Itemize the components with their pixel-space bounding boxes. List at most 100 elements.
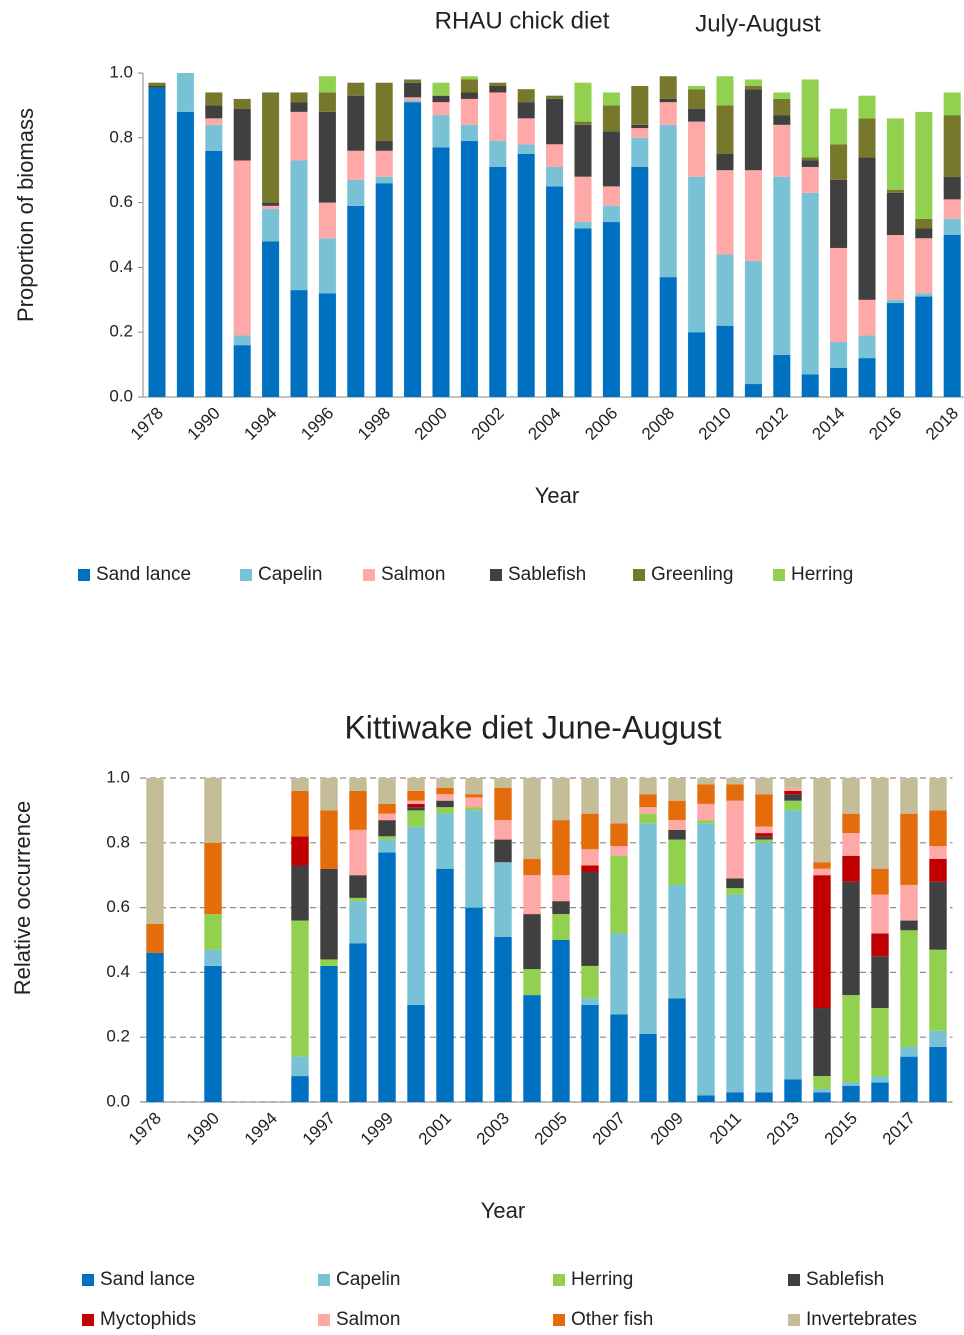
legend-label: Sand lance <box>100 1269 195 1290</box>
y-tick-label: 1.0 <box>109 62 133 81</box>
bar-segment <box>375 183 393 397</box>
bar-segment <box>546 166 564 187</box>
bar-segment <box>148 87 166 397</box>
bar-segment <box>517 118 535 145</box>
legend-swatch <box>363 569 375 581</box>
bar-segment <box>404 97 422 101</box>
x-tick-label: 2012 <box>752 404 792 444</box>
bar-segment <box>813 868 831 876</box>
bar-segment <box>517 154 535 397</box>
bar-segment <box>813 778 831 863</box>
bar-segment <box>574 121 592 125</box>
bar-segment <box>233 108 251 161</box>
bar-segment <box>744 85 762 90</box>
legend-swatch <box>633 569 645 581</box>
bar-segment <box>716 76 734 106</box>
legend-label: Herring <box>571 1269 633 1290</box>
bar-segment <box>726 1092 744 1102</box>
legend-label: Myctophids <box>100 1309 196 1330</box>
bar-segment <box>668 884 686 999</box>
bar-segment <box>773 354 791 397</box>
bar-segment <box>602 205 620 223</box>
bar-segment <box>929 859 947 882</box>
bar-segment <box>517 89 535 103</box>
bar-segment <box>726 784 744 801</box>
bar-segment <box>801 374 819 397</box>
bar-segment <box>176 111 194 397</box>
bar-segment <box>262 202 280 206</box>
y-tick-label: 0.6 <box>106 897 130 916</box>
bar-segment <box>574 228 592 397</box>
bar-segment <box>494 862 512 937</box>
bar-segment <box>465 807 483 811</box>
bar-segment <box>205 118 223 125</box>
bar-segment <box>639 823 657 1034</box>
x-tick-label: 2006 <box>581 404 621 444</box>
bar-segment <box>716 154 734 171</box>
bar-segment <box>943 92 961 116</box>
bar-segment <box>581 1004 599 1102</box>
legend-swatch <box>318 1274 330 1286</box>
bar-segment <box>858 118 876 158</box>
bar-segment <box>460 92 478 99</box>
bar-segment <box>830 341 848 368</box>
x-tick-label: 2000 <box>411 404 451 444</box>
bar-segment <box>659 102 677 125</box>
bar-segment <box>494 778 512 788</box>
bar-segment <box>233 345 251 397</box>
bar-segment <box>842 778 860 814</box>
bar-segment <box>716 105 734 154</box>
bar-segment <box>871 1076 889 1083</box>
bar-segment <box>842 833 860 856</box>
bar-segment <box>233 98 251 109</box>
bar-segment <box>744 384 762 397</box>
bar-segment <box>610 823 628 847</box>
bar-segment <box>668 829 686 840</box>
bar-segment <box>262 241 280 397</box>
bar-segment <box>668 800 686 821</box>
legend-label: Salmon <box>381 564 445 585</box>
legend-swatch <box>553 1314 565 1326</box>
bar-segment <box>784 810 802 1080</box>
bar-segment <box>378 820 396 837</box>
y-tick-label: 0.0 <box>109 386 133 405</box>
x-tick-label: 1996 <box>297 404 337 444</box>
bar-segment <box>204 965 222 1102</box>
chart-title: RHAU chick diet <box>435 7 610 34</box>
bar-segment <box>813 862 831 869</box>
bar-segment <box>784 787 802 791</box>
y-tick-label: 0.8 <box>106 832 130 851</box>
bar-segment <box>318 111 336 203</box>
bar-segment <box>291 1076 309 1102</box>
bar-segment <box>460 124 478 142</box>
bar-segment <box>610 933 628 1015</box>
bar-segment <box>523 859 541 876</box>
bar-segment <box>871 1008 889 1077</box>
bar-segment <box>378 803 396 814</box>
y-tick-label: 0.6 <box>109 192 133 211</box>
bar-segment <box>830 108 848 145</box>
x-axis-title: Year <box>535 483 579 508</box>
bar-segment <box>602 222 620 397</box>
bar-segment <box>871 894 889 934</box>
bar-segment <box>773 98 791 116</box>
x-tick-label: 2011 <box>706 1109 745 1148</box>
x-tick-label: 1978 <box>127 404 167 444</box>
bar-segment <box>460 76 478 80</box>
bar-segment <box>432 95 450 103</box>
bar-segment <box>668 820 686 830</box>
bar-segment <box>631 85 649 125</box>
x-tick-label: 2007 <box>589 1109 629 1149</box>
legend-swatch <box>240 569 252 581</box>
bar-segment <box>929 810 947 847</box>
bar-segment <box>929 881 947 950</box>
bar-segment <box>886 235 904 300</box>
bar-segment <box>784 778 802 788</box>
bar-segment <box>407 790 425 801</box>
bar-segment <box>318 76 336 93</box>
bar-segment <box>631 137 649 167</box>
bar-segment <box>489 141 507 167</box>
bar-segment <box>375 176 393 184</box>
bar-segment <box>347 179 365 206</box>
bar-segment <box>494 839 512 863</box>
